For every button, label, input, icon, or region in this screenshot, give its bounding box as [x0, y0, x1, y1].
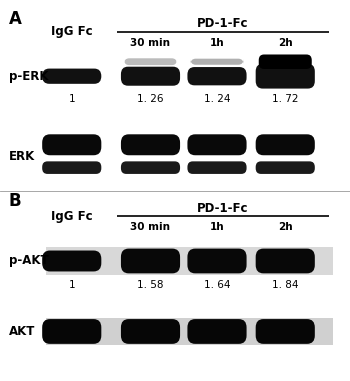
Text: 1. 24: 1. 24 — [204, 94, 230, 104]
Text: AKT: AKT — [9, 325, 35, 338]
Text: A: A — [9, 10, 22, 27]
FancyBboxPatch shape — [42, 134, 102, 155]
FancyBboxPatch shape — [188, 319, 246, 344]
Text: 2h: 2h — [278, 222, 293, 232]
FancyBboxPatch shape — [42, 251, 102, 271]
FancyBboxPatch shape — [188, 134, 246, 155]
Text: 30 min: 30 min — [131, 222, 170, 232]
Text: 30 min: 30 min — [131, 38, 170, 48]
FancyBboxPatch shape — [188, 67, 246, 85]
FancyBboxPatch shape — [259, 54, 312, 69]
FancyBboxPatch shape — [42, 161, 102, 174]
Text: IgG Fc: IgG Fc — [51, 210, 92, 223]
FancyBboxPatch shape — [124, 58, 177, 65]
Text: p-ERK: p-ERK — [9, 70, 48, 83]
Text: 1. 84: 1. 84 — [272, 280, 299, 290]
FancyBboxPatch shape — [42, 319, 102, 344]
FancyBboxPatch shape — [188, 249, 246, 274]
FancyBboxPatch shape — [46, 318, 332, 345]
FancyBboxPatch shape — [256, 319, 315, 344]
FancyBboxPatch shape — [256, 249, 315, 274]
FancyBboxPatch shape — [121, 161, 180, 174]
Text: PD-1-Fc: PD-1-Fc — [196, 202, 248, 215]
Text: PD-1-Fc: PD-1-Fc — [196, 17, 248, 30]
Text: B: B — [9, 192, 21, 210]
FancyBboxPatch shape — [121, 67, 180, 86]
FancyBboxPatch shape — [121, 134, 180, 155]
Text: IgG Fc: IgG Fc — [51, 25, 92, 38]
FancyBboxPatch shape — [42, 69, 102, 84]
FancyBboxPatch shape — [190, 59, 244, 65]
Text: p-AKT: p-AKT — [9, 255, 48, 267]
Text: 1. 72: 1. 72 — [272, 94, 299, 104]
Text: 1. 58: 1. 58 — [137, 280, 164, 290]
Text: ERK: ERK — [9, 150, 35, 163]
FancyBboxPatch shape — [256, 161, 315, 174]
Text: 2h: 2h — [278, 38, 293, 48]
Text: 1h: 1h — [210, 38, 224, 48]
Text: 1: 1 — [69, 94, 75, 104]
FancyBboxPatch shape — [256, 134, 315, 155]
FancyBboxPatch shape — [46, 247, 332, 275]
FancyBboxPatch shape — [121, 319, 180, 344]
FancyBboxPatch shape — [121, 249, 180, 274]
Text: 1. 26: 1. 26 — [137, 94, 164, 104]
Text: 1. 64: 1. 64 — [204, 280, 230, 290]
FancyBboxPatch shape — [256, 64, 315, 88]
Text: 1: 1 — [69, 280, 75, 290]
FancyBboxPatch shape — [188, 161, 246, 174]
Text: 1h: 1h — [210, 222, 224, 232]
